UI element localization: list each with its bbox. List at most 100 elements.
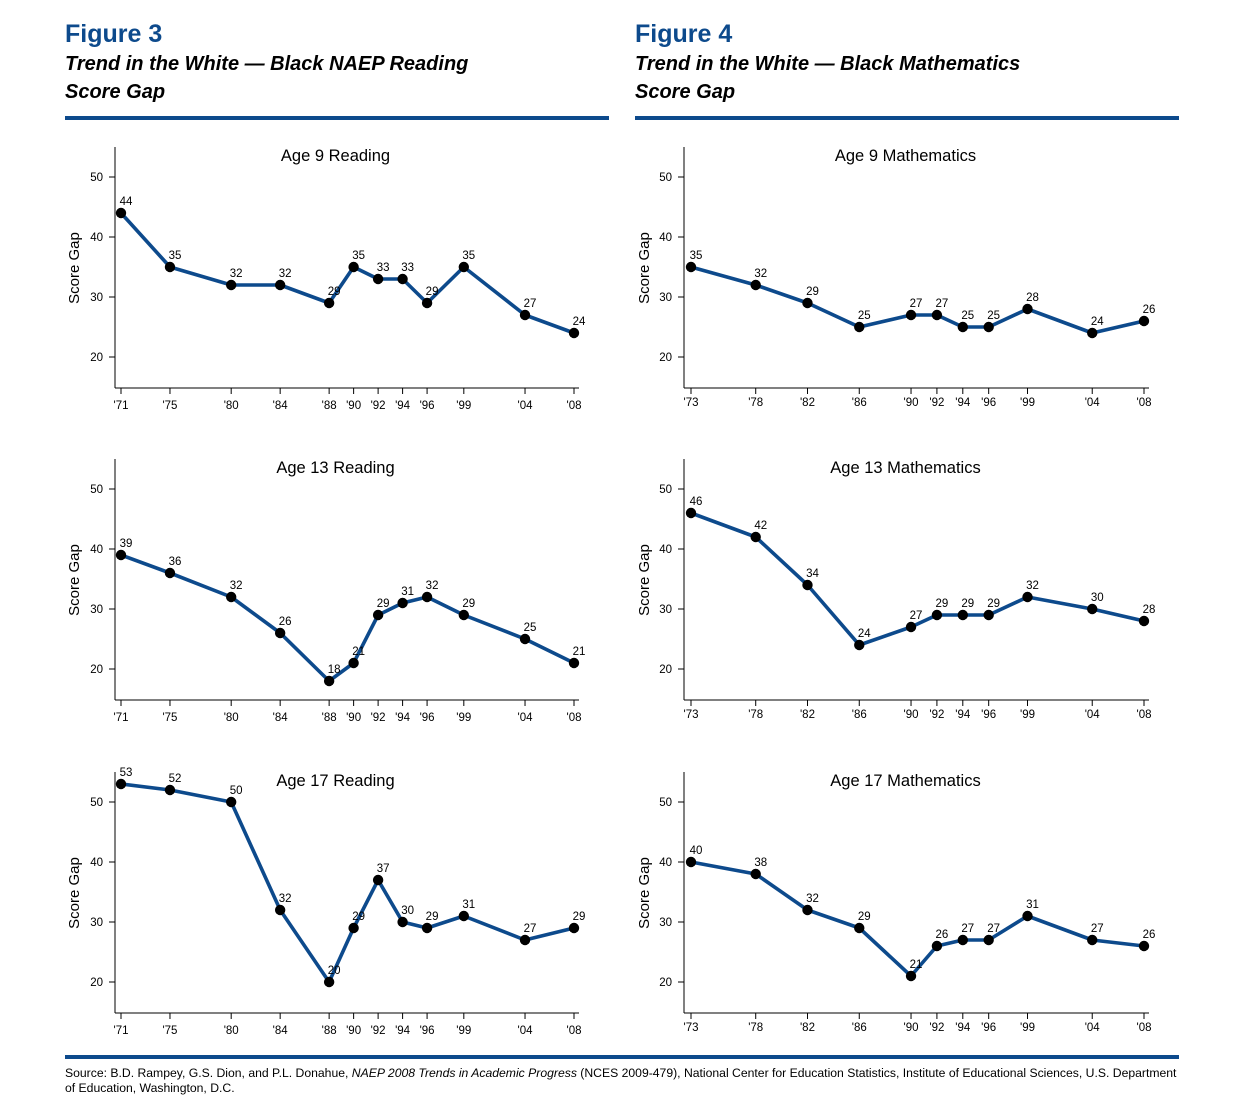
data-label: 31 [401,586,414,598]
data-label: 32 [230,580,243,592]
x-tick-label: '71 [114,400,129,412]
data-label: 24 [858,628,871,640]
data-point [1139,941,1149,951]
data-point [520,634,530,644]
x-tick-label: '04 [1085,709,1101,721]
data-point [348,262,358,272]
data-label: 31 [1026,899,1039,911]
data-label: 32 [426,580,439,592]
data-label: 42 [754,520,767,532]
series-line [121,784,574,982]
data-label: 29 [987,598,1000,610]
y-axis-label: Score Gap [66,857,83,929]
data-label: 29 [377,598,390,610]
x-tick-label: '73 [684,397,699,409]
x-tick-label: '73 [684,1022,699,1034]
chart-svg: 20 30 40 50 Score Gap Age 17 Reading '71 '75 '80… [50,765,610,1055]
y-tick-label: 50 [659,797,672,809]
data-label: 29 [462,598,475,610]
data-label: 27 [936,298,949,310]
x-tick-label: '84 [273,400,289,412]
chart-age9-reading: 20 30 40 50 Score Gap Age 9 Reading '71 '75 '80 '… [50,140,610,435]
data-point [324,977,334,987]
data-point [958,935,968,945]
data-point [1022,911,1032,921]
y-tick-label: 20 [659,664,672,676]
y-axis-label: Score Gap [66,232,83,304]
x-tick-label: '75 [162,1025,177,1037]
data-point [569,923,579,933]
series-line [121,555,574,681]
data-point [569,658,579,668]
y-tick-label: 40 [659,232,672,244]
y-tick-label: 50 [659,484,672,496]
x-tick-label: '78 [748,709,763,721]
y-axis-label: Score Gap [636,857,653,929]
data-point [1139,616,1149,626]
data-label: 26 [279,616,292,628]
data-label: 29 [573,911,586,923]
data-point [165,262,175,272]
x-tick-label: '88 [322,1025,337,1037]
x-tick-label: '94 [955,1022,971,1034]
data-point [226,797,236,807]
data-label: 25 [524,622,537,634]
source-note: Source: B.D. Rampey, G.S. Dion, and P.L.… [65,1066,1185,1096]
x-tick-label: '90 [904,1022,919,1034]
x-tick-label: '90 [904,397,919,409]
chart-age13-mathematics: 20 30 40 50 Score Gap Age 13 Mathematics '73 '7… [620,452,1180,747]
chart-title: Age 17 Reading [276,772,394,790]
y-tick-label: 50 [90,797,103,809]
x-tick-label: '08 [567,1025,582,1037]
y-tick-label: 50 [90,484,103,496]
data-label: 35 [462,250,475,262]
x-tick-label: '90 [346,1025,361,1037]
x-tick-label: '90 [346,400,361,412]
x-tick-label: '78 [748,397,763,409]
series-line [121,213,574,333]
y-tick-label: 40 [90,544,103,556]
data-label: 52 [169,773,182,785]
data-label: 29 [858,911,871,923]
data-point [906,971,916,981]
data-point [983,322,993,332]
data-point [165,785,175,795]
x-tick-label: '71 [114,712,129,724]
x-tick-label: '92 [929,709,944,721]
data-point [459,911,469,921]
data-label: 20 [328,965,341,977]
x-tick-label: '99 [1020,709,1035,721]
x-tick-label: '73 [684,709,699,721]
x-tick-label: '04 [518,1025,534,1037]
data-point [983,610,993,620]
x-tick-label: '99 [456,712,471,724]
data-label: 21 [573,646,586,658]
x-tick-label: '86 [852,709,867,721]
x-tick-label: '96 [981,397,996,409]
data-label: 33 [377,262,390,274]
data-label: 28 [1143,604,1156,616]
data-point [854,640,864,650]
y-tick-label: 20 [659,352,672,364]
x-tick-label: '86 [852,397,867,409]
x-tick-label: '96 [420,400,435,412]
chart-svg: 20 30 40 50 Score Gap Age 9 Mathematics '73 '78… [620,140,1180,430]
data-label: 46 [690,496,703,508]
x-tick-label: '94 [395,400,411,412]
data-point [324,676,334,686]
data-label: 24 [573,316,586,328]
data-label: 30 [1091,592,1104,604]
chart-title: Age 9 Mathematics [835,147,976,165]
y-tick-label: 30 [90,292,103,304]
chart-title: Age 9 Reading [281,147,390,165]
x-tick-label: '92 [371,400,386,412]
x-tick-label: '94 [955,709,971,721]
data-label: 34 [806,568,819,580]
x-tick-label: '94 [955,397,971,409]
x-tick-label: '94 [395,712,411,724]
data-label: 27 [910,298,923,310]
x-tick-label: '08 [1137,1022,1152,1034]
x-tick-label: '82 [800,1022,815,1034]
figure-4-header: Figure 4 Trend in the White — Black Math… [635,18,1180,106]
x-tick-label: '75 [162,400,177,412]
